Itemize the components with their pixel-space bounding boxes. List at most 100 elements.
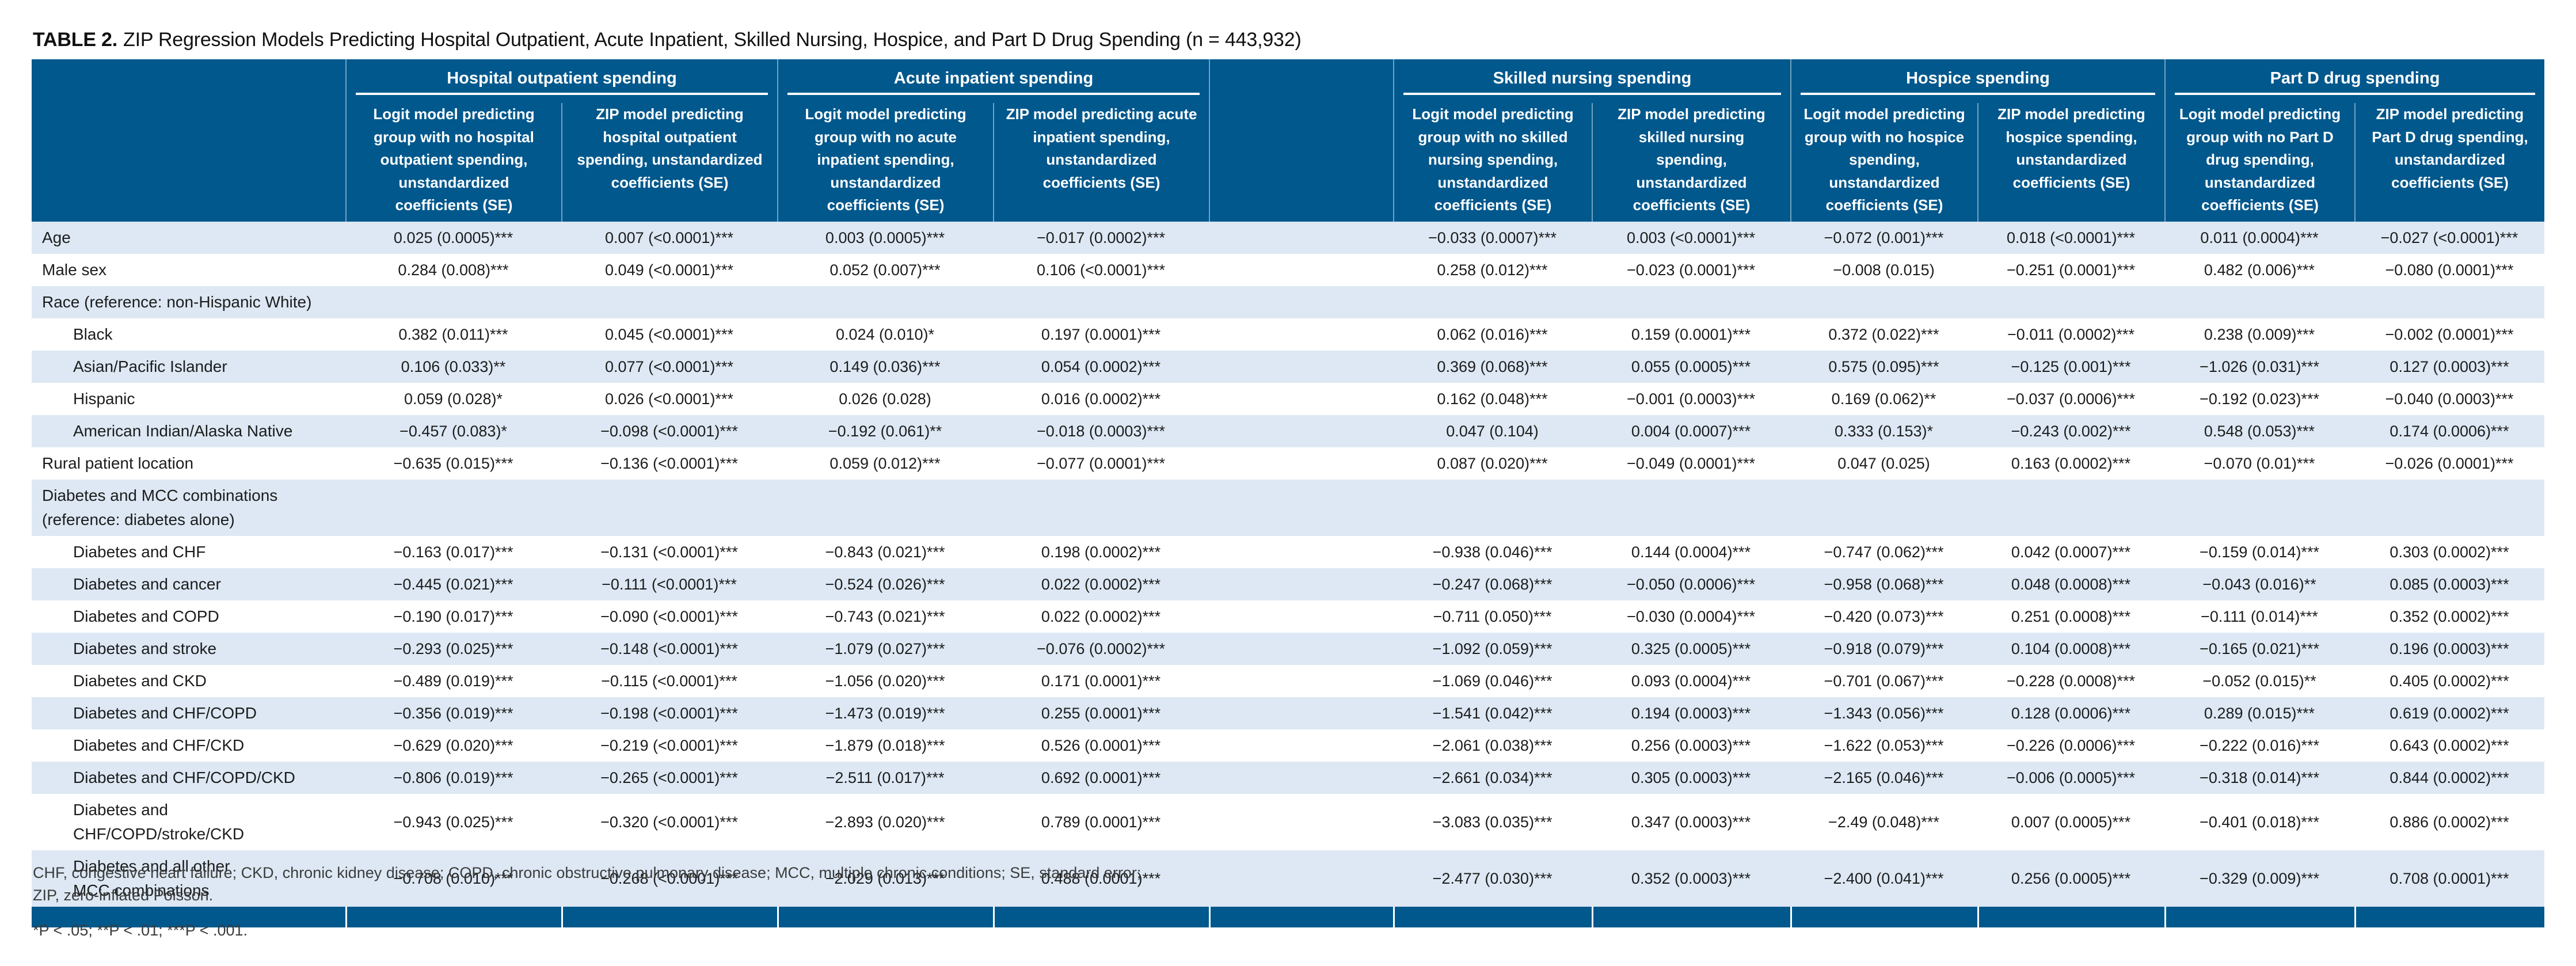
value-cell: 0.163 (0.0002)*** — [2011, 454, 2131, 472]
group-title: Hospice spending — [1906, 69, 2050, 88]
value-cell: −0.445 (0.021)*** — [393, 575, 513, 593]
row-label: Diabetes and CHF/COPD/stroke/CKD — [73, 801, 245, 843]
value-cell: −1.541 (0.042)*** — [1432, 704, 1553, 722]
value-cell: 0.303 (0.0002)*** — [2389, 543, 2509, 561]
value-cell: 0.106 (<0.0001)*** — [1037, 261, 1165, 279]
value-cell: −0.228 (0.0008)*** — [2007, 672, 2135, 690]
table-row: Diabetes and all other MCC combinations −… — [32, 850, 2544, 907]
value-cell: −0.198 (<0.0001)*** — [600, 704, 738, 722]
value-cell: 0.482 (0.006)*** — [2204, 261, 2315, 279]
table-caption: ZIP Regression Models Predicting Hospita… — [123, 29, 1302, 51]
value-cell: −0.320 (<0.0001)*** — [600, 813, 738, 831]
value-cell: −2.477 (0.030)*** — [1432, 869, 1553, 887]
value-cell: −2.061 (0.038)*** — [1432, 736, 1553, 754]
value-cell: −0.077 (0.0001)*** — [1037, 454, 1165, 472]
value-cell: −0.226 (0.0006)*** — [2007, 736, 2135, 754]
column-header-logit: Logit model predicting group with no hos… — [1803, 105, 1965, 214]
section-row: Race (reference: non-Hispanic White) — [32, 286, 2544, 318]
value-cell: 0.405 (0.0002)*** — [2389, 672, 2509, 690]
value-cell: 0.024 (0.010)* — [835, 325, 935, 343]
table-row: Age 0.025 (0.0005)*** 0.007 (<0.0001)*** 0.… — [32, 222, 2544, 254]
value-cell: −0.329 (0.009)*** — [2200, 869, 2319, 887]
value-cell: −0.401 (0.018)*** — [2200, 813, 2319, 831]
value-cell: −0.629 (0.020)*** — [393, 736, 513, 754]
row-label: Diabetes and all other MCC combinations — [73, 857, 230, 899]
value-cell: −0.040 (0.0003)*** — [2385, 390, 2514, 408]
table-row: Diabetes and cancer −0.445 (0.021)*** −0.1… — [32, 568, 2544, 600]
value-cell: −2.49 (0.048)*** — [1828, 813, 1939, 831]
value-cell: 0.198 (0.0002)*** — [1041, 543, 1161, 561]
table-row: Diabetes and CHF/COPD/CKD −0.806 (0.019)*… — [32, 762, 2544, 794]
column-header-zip: ZIP model predicting hospice spending, u… — [1977, 103, 2164, 222]
value-cell: −0.159 (0.014)*** — [2200, 543, 2319, 561]
value-cell: −0.033 (0.0007)*** — [1428, 229, 1557, 246]
column-header-zip: ZIP model predicting skilled nursing spe… — [1592, 103, 1790, 222]
bottom-bar-segment — [2354, 907, 2544, 927]
value-cell: 0.055 (0.0005)*** — [1631, 358, 1751, 375]
bottom-bar-segment — [993, 907, 1209, 927]
value-cell: 0.171 (0.0001)*** — [1041, 672, 1161, 690]
value-cell: −0.958 (0.068)*** — [1824, 575, 1944, 593]
value-cell: −0.806 (0.019)*** — [393, 769, 513, 786]
value-cell: −0.743 (0.021)*** — [825, 607, 945, 625]
table-row: Diabetes and CHF/COPD/stroke/CKD −0.943 (… — [32, 794, 2544, 850]
value-cell: 0.047 (0.025) — [1837, 454, 1930, 472]
row-label: Diabetes and stroke — [73, 640, 217, 657]
column-header-logit: Logit model predicting group with no Par… — [2179, 105, 2341, 214]
bottom-bar-segment — [1977, 907, 2164, 927]
value-cell: −3.083 (0.035)*** — [1432, 813, 1553, 831]
value-cell: 0.026 (0.028) — [839, 390, 931, 408]
column-header-logit: Logit model predicting group with no hos… — [373, 105, 535, 214]
bottom-bar-segment — [1592, 907, 1790, 927]
row-label: Diabetes and CHF — [73, 543, 206, 561]
value-cell: −0.635 (0.015)*** — [393, 454, 513, 472]
value-cell: 0.255 (0.0001)*** — [1041, 704, 1161, 722]
value-cell: −0.002 (0.0001)*** — [2385, 325, 2514, 343]
bottom-bar-segment — [32, 907, 345, 927]
value-cell: 0.174 (0.0006)*** — [2389, 422, 2509, 440]
value-cell: −0.165 (0.021)*** — [2200, 640, 2319, 657]
value-cell: 0.526 (0.0001)*** — [1041, 736, 1161, 754]
value-cell: 0.093 (0.0004)*** — [1631, 672, 1751, 690]
value-cell: 0.022 (0.0002)*** — [1041, 575, 1161, 593]
value-cell: −0.027 (<0.0001)*** — [2380, 229, 2518, 246]
value-cell: 0.325 (0.0005)*** — [1631, 640, 1751, 657]
value-cell: −2.893 (0.020)*** — [825, 813, 945, 831]
value-cell: −0.251 (0.0001)*** — [2007, 261, 2135, 279]
value-cell: 0.844 (0.0002)*** — [2389, 769, 2509, 786]
value-cell: −0.052 (0.015)** — [2202, 672, 2316, 690]
value-cell: 0.007 (<0.0001)*** — [605, 229, 733, 246]
value-cell: −0.115 (<0.0001)*** — [601, 672, 737, 690]
header-spacer — [1209, 59, 1393, 222]
value-cell: −0.708 (0.010)*** — [393, 869, 513, 887]
value-cell: 0.256 (0.0005)*** — [2011, 869, 2131, 887]
value-cell: 0.059 (0.012)*** — [830, 454, 941, 472]
value-cell: 0.104 (0.0008)*** — [2011, 640, 2131, 657]
bottom-bar-segment — [345, 907, 561, 927]
row-label: Rural patient location — [42, 454, 194, 472]
value-cell: 0.258 (0.012)*** — [1437, 261, 1548, 279]
value-cell: 0.004 (0.0007)*** — [1631, 422, 1751, 440]
value-cell: 0.049 (<0.0001)*** — [605, 261, 733, 279]
row-label: Diabetes and CHF/COPD — [73, 704, 257, 722]
row-label: Male sex — [42, 261, 107, 279]
value-cell: 0.007 (0.0005)*** — [2011, 813, 2131, 831]
table-body: Age 0.025 (0.0005)*** 0.007 (<0.0001)*** 0.… — [32, 222, 2544, 907]
value-cell: −0.524 (0.026)*** — [825, 575, 945, 593]
table-row: Asian/Pacific Islander 0.106 (0.033)** 0.0… — [32, 351, 2544, 383]
value-cell: 0.052 (0.007)*** — [830, 261, 941, 279]
value-cell: −0.747 (0.062)*** — [1824, 543, 1944, 561]
value-cell: 0.789 (0.0001)*** — [1041, 813, 1161, 831]
header-corner — [32, 59, 345, 222]
column-header-logit: Logit model predicting group with no ski… — [1412, 105, 1574, 214]
group-underline — [356, 93, 768, 95]
value-cell: 0.062 (0.016)*** — [1437, 325, 1548, 343]
header-group-hospital-outpatient: Hospital outpatient spending Logit model… — [345, 59, 777, 222]
value-cell: 0.048 (0.0008)*** — [2011, 575, 2131, 593]
value-cell: 0.159 (0.0001)*** — [1631, 325, 1751, 343]
value-cell: −0.080 (0.0001)*** — [2385, 261, 2514, 279]
value-cell: 0.026 (<0.0001)*** — [605, 390, 733, 408]
value-cell: −0.265 (<0.0001)*** — [600, 769, 738, 786]
column-header-zip: ZIP model predicting acute inpatient spe… — [993, 103, 1209, 222]
